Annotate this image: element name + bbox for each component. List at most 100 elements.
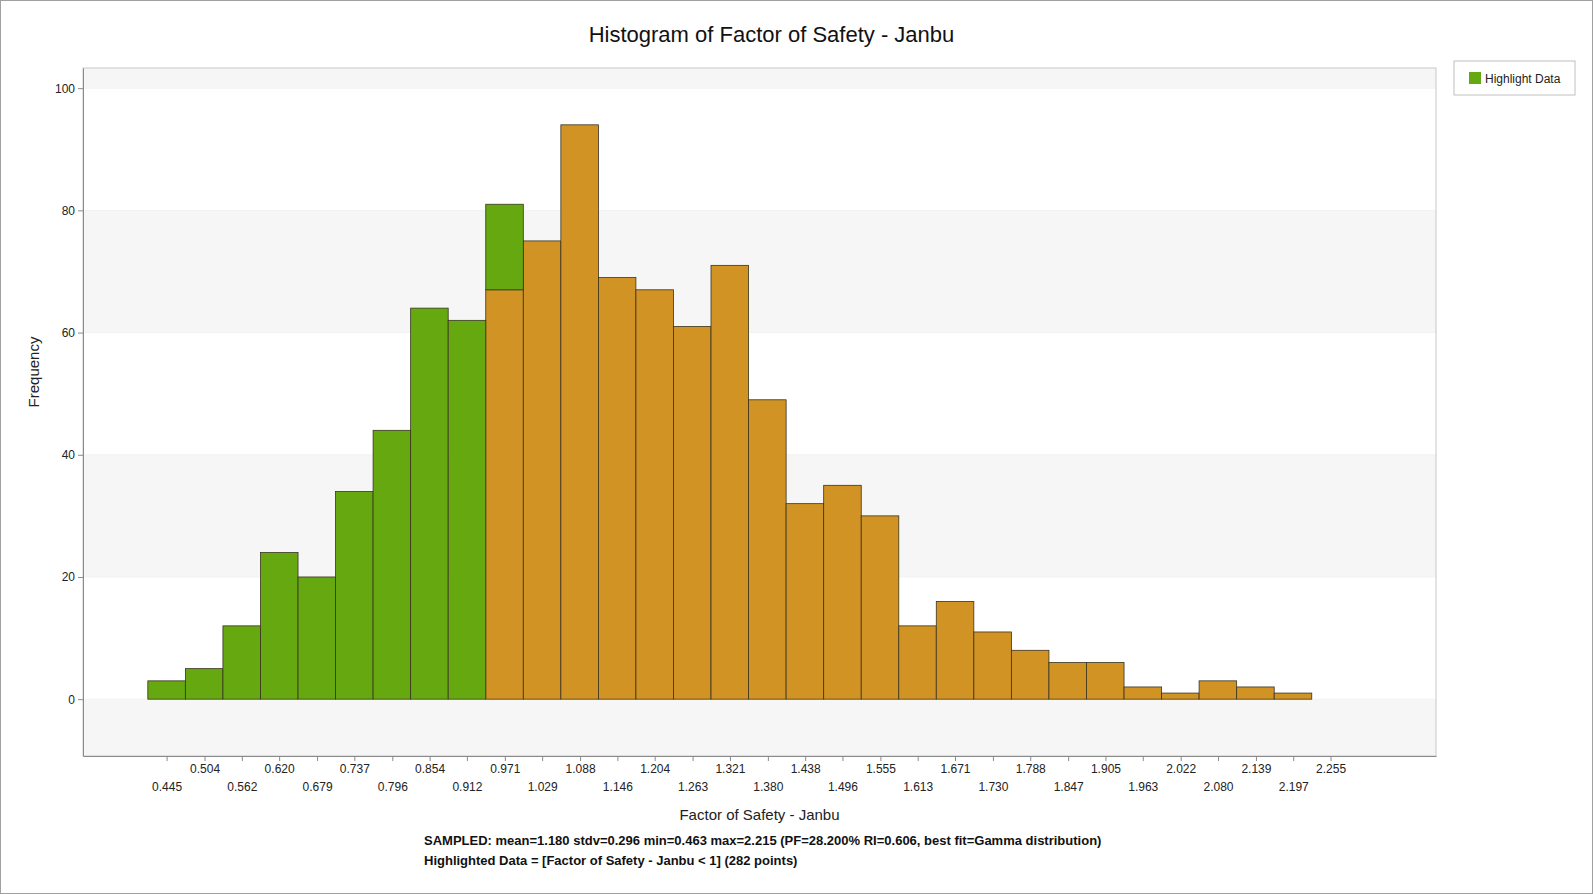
bar [411,308,449,699]
y-tick-mark [78,88,83,89]
bar [936,601,974,699]
bar [373,430,411,699]
x-tick: 2.197 [1279,756,1309,794]
bar [786,504,824,700]
x-tick-label: 1.263 [678,780,708,794]
bar [148,681,186,699]
x-tick-label: 0.504 [190,762,220,776]
x-tick-label: 1.146 [603,780,633,794]
x-tick-mark [1105,756,1106,761]
x-tick-mark [167,756,168,761]
bars [148,125,1312,699]
x-tick-mark [880,756,881,761]
x-tick-mark [317,756,318,761]
x-tick: 1.496 [828,756,858,794]
y-tick: 40 [62,448,83,462]
x-tick-label: 2.139 [1241,762,1271,776]
bar [523,240,561,241]
x-tick: 0.679 [303,756,333,794]
bar [861,516,899,699]
bar [561,125,599,699]
bar [1049,662,1087,663]
x-tick: 0.971 [490,756,520,776]
bar [1199,680,1237,681]
series-bars [486,125,1312,699]
x-tick-mark [279,756,280,761]
x-tick: 1.730 [978,756,1008,794]
bar [486,290,524,699]
bar [223,626,261,699]
x-tick: 0.737 [340,756,370,776]
x-tick-mark [1256,756,1257,761]
bar [673,326,711,327]
x-tick: 2.139 [1241,756,1271,776]
bar [636,289,674,290]
bar [1086,663,1124,700]
x-tick-mark [1181,756,1182,761]
bar [1312,699,1350,700]
x-tick: 1.146 [603,756,633,794]
bar [1124,686,1162,687]
bar [598,277,635,278]
x-tick-mark [768,756,769,761]
x-tick-label: 0.445 [152,780,182,794]
y-axis-title: Frequency [25,336,42,407]
y-tick-mark [78,455,83,456]
grid-band [83,699,1436,756]
y-tick-mark [78,577,83,578]
y-tick-label: 20 [62,570,76,584]
x-tick: 1.438 [791,756,821,776]
bar [749,399,787,400]
y-tick-mark [78,333,83,334]
grid-line [83,88,1436,89]
x-tick-mark [1331,756,1332,761]
x-tick-mark [1218,756,1219,761]
x-tick-label: 0.971 [490,762,520,776]
bar [824,485,862,699]
x-tick-label: 1.671 [940,762,970,776]
bar [185,669,223,700]
bar [1274,693,1312,694]
y-tick: 0 [68,693,83,707]
x-tick-label: 1.029 [528,780,558,794]
title: Histogram of Factor of Safety - Janbu [589,22,955,47]
x-axis: 0.4450.5040.5620.6200.6790.7370.7960.854… [84,756,1437,794]
y-tick: 20 [62,570,83,584]
x-tick-label: 1.613 [903,780,933,794]
x-tick: 1.847 [1054,756,1084,794]
y-axis-line [83,69,84,757]
y-tick-label: 60 [62,326,76,340]
x-tick-label: 1.905 [1091,762,1121,776]
x-tick-mark [1293,756,1294,761]
y-tick: 100 [55,82,83,96]
x-tick-mark [918,756,919,761]
x-tick-label: 0.737 [340,762,370,776]
x-tick: 1.263 [678,756,708,794]
x-tick-label: 0.912 [452,780,482,794]
bar [561,124,599,125]
x-tick-label: 1.380 [753,780,783,794]
y-axis: 020406080100 [55,69,84,757]
x-axis-line [84,756,1437,757]
x-tick: 0.620 [265,756,295,776]
bar [1237,686,1275,687]
x-tick: 0.912 [452,756,482,794]
bar [1011,650,1049,699]
y-tick-mark [78,699,83,700]
x-tick-mark [1068,756,1069,761]
bar [711,265,749,266]
bar [861,515,899,516]
y-tick-label: 100 [55,82,75,96]
grid [83,68,1436,756]
x-tick-label: 2.080 [1203,780,1233,794]
bar [1049,663,1087,700]
bar [1162,693,1199,694]
x-tick: 2.080 [1203,756,1233,794]
grid-band [83,68,1436,88]
y-tick: 60 [62,326,83,340]
x-tick-mark [542,756,543,761]
x-tick-label: 1.088 [566,762,596,776]
x-tick: 0.504 [190,756,220,776]
x-tick: 0.854 [415,756,445,776]
x-tick-label: 0.796 [378,780,408,794]
